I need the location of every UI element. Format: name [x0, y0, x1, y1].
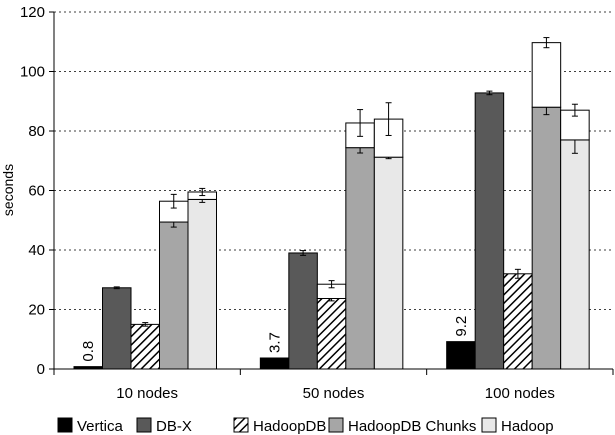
error-bar [357, 109, 364, 137]
error-bar [514, 268, 521, 279]
bar [345, 147, 375, 370]
data-label: 9.2 [453, 316, 470, 337]
axes [49, 11, 614, 375]
error-bar [543, 37, 550, 49]
legend-swatch [481, 417, 497, 433]
x-category-label: 10 nodes [116, 385, 178, 402]
y-axis-title: seconds [0, 164, 16, 216]
bar [446, 341, 476, 370]
y-tick-label: 60 [28, 183, 45, 200]
y-tick-label: 20 [28, 302, 45, 319]
y-tick-label: 120 [20, 4, 45, 21]
bars [73, 37, 590, 370]
error-bar [385, 102, 392, 136]
legend-swatch [57, 417, 73, 433]
bar [288, 252, 318, 370]
legend-label: HadoopDB Chunks [348, 418, 476, 435]
error-bar [571, 103, 578, 117]
legend-swatch [136, 417, 152, 433]
bar [187, 198, 217, 370]
x-category-label: 50 nodes [303, 385, 365, 402]
error-bar [170, 193, 177, 209]
legend-label: Vertica [77, 418, 124, 435]
y-tick-label: 100 [20, 64, 45, 81]
error-bar [300, 250, 307, 256]
bar [102, 287, 132, 370]
legend-item: Vertica [57, 417, 124, 435]
error-bar [486, 90, 493, 96]
data-label: 3.7 [267, 332, 284, 353]
y-tick-label: 80 [28, 123, 45, 140]
bar [159, 221, 189, 370]
y-tick-label: 40 [28, 242, 45, 259]
bar [373, 156, 404, 370]
axis-labels: 0 20 40 60 80 100 120 0.8 10 nodes 3.7 50 nodes 9.2… [20, 4, 555, 402]
x-category-label: 100 nodes [485, 385, 555, 402]
legend: Vertica DB-X HadoopDB HadoopDB Chunks Hadoop [57, 417, 554, 435]
bar [560, 139, 590, 370]
legend-swatch [233, 417, 249, 433]
error-bar [328, 280, 335, 289]
bar [503, 273, 533, 370]
bar [259, 357, 290, 370]
legend-label: Hadoop [501, 418, 554, 435]
legend-item: HadoopDB [233, 417, 326, 435]
grid-lines [54, 11, 613, 310]
legend-swatch [328, 417, 344, 433]
bar [316, 297, 347, 370]
error-bar [142, 322, 149, 327]
legend-label: DB-X [156, 418, 192, 435]
legend-label: HadoopDB [253, 418, 326, 435]
bar [474, 92, 505, 370]
bar [130, 323, 160, 370]
bar-segment [531, 42, 562, 108]
y-tick-label: 0 [37, 361, 45, 378]
data-label: 0.8 [80, 341, 97, 362]
legend-item: HadoopDB Chunks [328, 417, 476, 435]
error-bar [113, 286, 120, 290]
bar [531, 106, 562, 370]
legend-item: Hadoop [481, 417, 554, 435]
legend-item: DB-X [136, 417, 192, 435]
error-bar [199, 187, 206, 197]
